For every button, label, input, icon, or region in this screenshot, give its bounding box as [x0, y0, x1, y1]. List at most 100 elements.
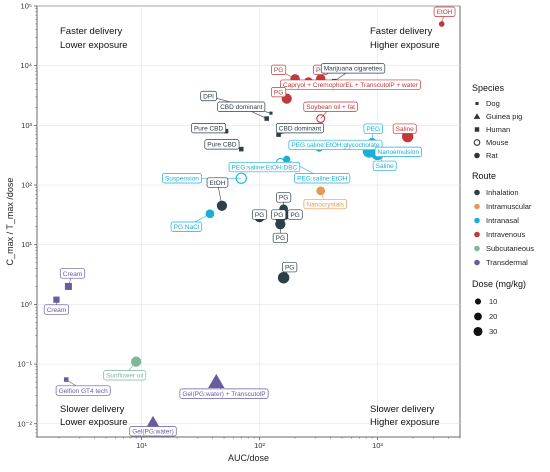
point-label: DPI [200, 90, 217, 102]
legend-route-label: Transdermal [486, 258, 528, 267]
legend-route-marker [474, 189, 480, 196]
point-label-text: Nanocrystals [306, 201, 344, 208]
point-label-text: Saline [376, 163, 394, 170]
y-tick-label: 10⁻¹ [17, 360, 32, 369]
legend-route-label: Intranasal [486, 216, 519, 225]
grid [37, 5, 460, 437]
legend-species-marker [474, 152, 480, 159]
point-label-text: PG [255, 212, 264, 219]
point-label-text: CBD dominant [220, 104, 262, 111]
point-label: Pure CBD [204, 139, 240, 150]
y-tick-label: 10⁻² [17, 419, 32, 428]
legend-species-label: Rat [486, 151, 499, 160]
point-label-box [288, 139, 383, 151]
quadrant-top-right-line1: Faster delivery [370, 26, 433, 37]
legend-species-marker [475, 101, 479, 106]
point-label-text: Nanoemulsion [378, 149, 420, 156]
point-label: PG [287, 209, 303, 220]
point-label: Marijuana cigarettes [320, 63, 386, 74]
point-label-box [272, 232, 288, 244]
legend-species-label: Dog [486, 99, 500, 108]
point-label: PG [272, 232, 288, 244]
y-tick-label: 10⁵ [21, 2, 32, 11]
legend-route-label: Intramuscular [486, 202, 532, 211]
legend-route-label: Subcutaneous [486, 244, 534, 253]
point-label-box [55, 385, 111, 396]
point-label: Sunflower oil [103, 370, 147, 381]
point-label-text: PEG [366, 126, 380, 133]
legend-route-marker [474, 203, 480, 210]
point-label-text: Gel(PG:water) + TranscutolP [182, 391, 265, 398]
point-label-text: PEG:saline:EtOH:glycocholate [291, 142, 380, 149]
point-label-text: Soybean oil + fat [306, 104, 355, 111]
point-label-text: Suspension [165, 176, 199, 183]
y-tick-label: 10¹ [21, 240, 32, 249]
y-axis-title: C_max / T_max /dose [5, 178, 15, 266]
quadrant-bottom-left-line2: Lower exposure [60, 417, 128, 428]
point-label: Gel(PG:water) [129, 426, 177, 437]
legend-route-marker [474, 259, 480, 266]
point-label: Soybean oil + fat [303, 101, 358, 112]
point-label-box [59, 268, 86, 279]
point-label-box [294, 173, 351, 184]
quadrant-bottom-right-line1: Slower delivery [370, 404, 435, 415]
legend-dose-marker [474, 298, 482, 305]
point-label-box [103, 370, 147, 381]
point-label-text: PG [276, 235, 285, 242]
point-label-text: Pure CBD [194, 125, 224, 132]
data-point [277, 271, 290, 284]
point-label-text: PG:NaCl [174, 224, 200, 231]
point-label-box [303, 101, 358, 112]
point-label-box [276, 192, 292, 203]
legend-species-marker [473, 139, 481, 146]
point-label-text: CBD dominant [279, 125, 321, 132]
point-label-box [433, 6, 456, 17]
point-label-text: PG [274, 212, 283, 219]
point-label: Suspension [162, 173, 202, 184]
point-label-text: EtOH [210, 180, 226, 187]
quadrant-bottom-right-line2: Higher exposure [370, 417, 440, 428]
legend-species-marker [473, 113, 481, 119]
quadrant-top-right-line2: Higher exposure [370, 40, 440, 51]
point-label: CBD dominant [217, 101, 266, 112]
point-label: PEG:saline:EtOH:glycocholate [288, 139, 383, 151]
point-label-box [217, 101, 266, 112]
point-label: Nanocrystals [303, 198, 347, 210]
point-label-box [179, 388, 269, 399]
x-tick-label: 10² [254, 441, 265, 450]
y-tick-label: 10⁴ [20, 61, 32, 70]
legend-species-marker [474, 127, 480, 132]
quadrant-top-left-line1: Faster delivery [60, 26, 123, 37]
legend-species-label: Guinea pig [486, 112, 522, 121]
point-label-box [287, 209, 303, 220]
point-label-box [372, 160, 397, 171]
point-label-box [204, 139, 240, 150]
point-label-text: Gelfion GT4 tech [59, 388, 109, 395]
point-label-box [200, 90, 217, 102]
point-label: PEG:saline:EtOH [294, 173, 351, 184]
point-label-box [43, 304, 70, 315]
axes: 10¹ 10² 10³ 10⁻² 10⁻¹ 10⁰ 10¹ 10² 10³ 10⁴ 10⁵ AUC/d… [5, 2, 461, 463]
point-label: Saline [392, 123, 417, 134]
legend-dose-label: 30 [489, 327, 497, 336]
point-label-box [275, 122, 324, 134]
point-label-text: Gel(PG:water) [132, 429, 174, 436]
point-label-text: Cream [47, 307, 67, 314]
x-axis-title: AUC/dose [228, 453, 269, 463]
quadrant-annotations: Faster delivery Lower exposure Faster de… [60, 26, 440, 428]
point-label-box [251, 209, 268, 220]
point-label-text: Sunflower oil [106, 373, 144, 380]
point-label: Cream [43, 304, 70, 315]
point-label: Gel(PG:water) + TranscutolP [179, 388, 269, 399]
point-label: PG [251, 209, 268, 220]
point-label-box [280, 79, 421, 90]
legend-species-label: Human [486, 125, 510, 134]
y-tick-label: 10³ [21, 121, 32, 130]
point-label: EtOH [433, 6, 456, 17]
point-label-text: EtOH [437, 9, 453, 16]
point-label: PEG [363, 123, 383, 134]
point-label: Cream [59, 268, 86, 279]
point-label: PG [271, 64, 287, 75]
